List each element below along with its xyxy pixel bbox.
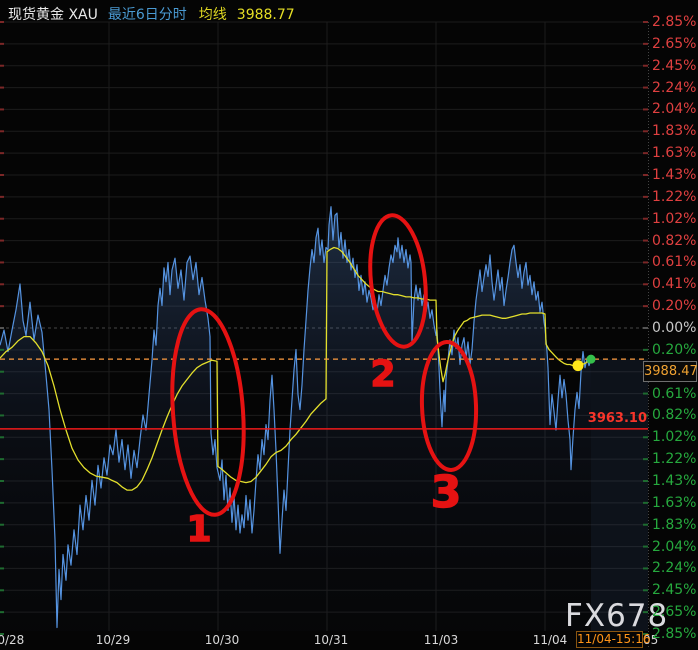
y-axis-label: 2.45% — [652, 582, 697, 599]
current-price-axis-label: 3988.47 — [643, 361, 698, 382]
y-axis-label: 2.65% — [652, 604, 697, 621]
price-line — [0, 206, 592, 629]
ma-line — [0, 246, 592, 491]
y-axis-label: 0.20% — [652, 341, 697, 358]
annotation-ellipse-3 — [419, 340, 479, 472]
y-axis-label: 2.24% — [652, 79, 697, 96]
annotation-ellipse-2 — [368, 213, 428, 349]
y-axis-label: 2.85% — [652, 626, 697, 642]
y-axis-label: 0.41% — [652, 276, 697, 293]
price-area-fill — [0, 206, 591, 631]
y-axis-label: 2.85% — [652, 14, 697, 30]
x-axis-label: 10/28 — [0, 633, 25, 647]
annotation-ellipse-1 — [170, 307, 246, 517]
y-axis-label: 0.00% — [652, 320, 697, 336]
y-axis-label: 1.02% — [652, 210, 697, 227]
ma-label: 均线 — [198, 7, 227, 23]
y-axis-label: 0.20% — [652, 298, 697, 315]
y-axis-label: 0.61% — [652, 254, 697, 271]
y-axis-label: 1.83% — [652, 516, 697, 533]
y-axis-label: 1.83% — [652, 123, 697, 140]
session-remaining-band — [591, 359, 648, 631]
y-axis-label: 1.02% — [652, 429, 697, 446]
y-axis-label: 0.82% — [652, 232, 697, 249]
y-axis-label: 1.22% — [652, 188, 697, 205]
alert-price-label: 3963.10 — [587, 411, 647, 426]
chart-title: 现货黄金 XAU 最近6日分时 均线 3988.77 — [8, 4, 295, 24]
annotation-number-2: 2 — [370, 354, 397, 395]
ma-endpoint-dot — [572, 360, 584, 372]
y-axis-label: 1.22% — [652, 451, 697, 468]
y-axis-label: 2.24% — [652, 560, 697, 577]
y-axis-label: 1.43% — [652, 473, 697, 489]
last-update-timestamp: 11/04-15:16 — [576, 631, 651, 648]
annotation-number-3: 3 — [430, 467, 462, 518]
symbol-name: 现货黄金 XAU — [8, 7, 98, 23]
x-axis-label: 11/03 — [423, 633, 459, 647]
y-axis-label: 0.82% — [652, 407, 697, 424]
y-axis-label: 0.61% — [652, 385, 697, 402]
y-axis-label: 2.04% — [652, 101, 697, 118]
y-axis-label: 2.65% — [652, 35, 697, 52]
y-axis-label: 2.04% — [652, 538, 697, 555]
x-axis-label: 10/31 — [313, 633, 349, 647]
next-day-partial-label: 05 — [643, 633, 659, 647]
x-axis-label: 11/04 — [532, 633, 568, 647]
price-endpoint-dot — [586, 354, 596, 364]
y-axis-label: 2.45% — [652, 57, 697, 74]
y-axis-label: 1.43% — [652, 167, 697, 183]
x-axis-label: 10/29 — [95, 633, 131, 647]
y-axis-label: 1.63% — [652, 494, 697, 511]
fx678-watermark: FX678 — [565, 598, 669, 634]
y-axis-label: 1.63% — [652, 145, 697, 162]
ma-value: 3988.77 — [236, 7, 295, 23]
x-axis-label: 10/30 — [204, 633, 240, 647]
annotation-number-1: 1 — [186, 509, 213, 550]
chart-mode-label[interactable]: 最近6日分时 — [107, 7, 187, 23]
